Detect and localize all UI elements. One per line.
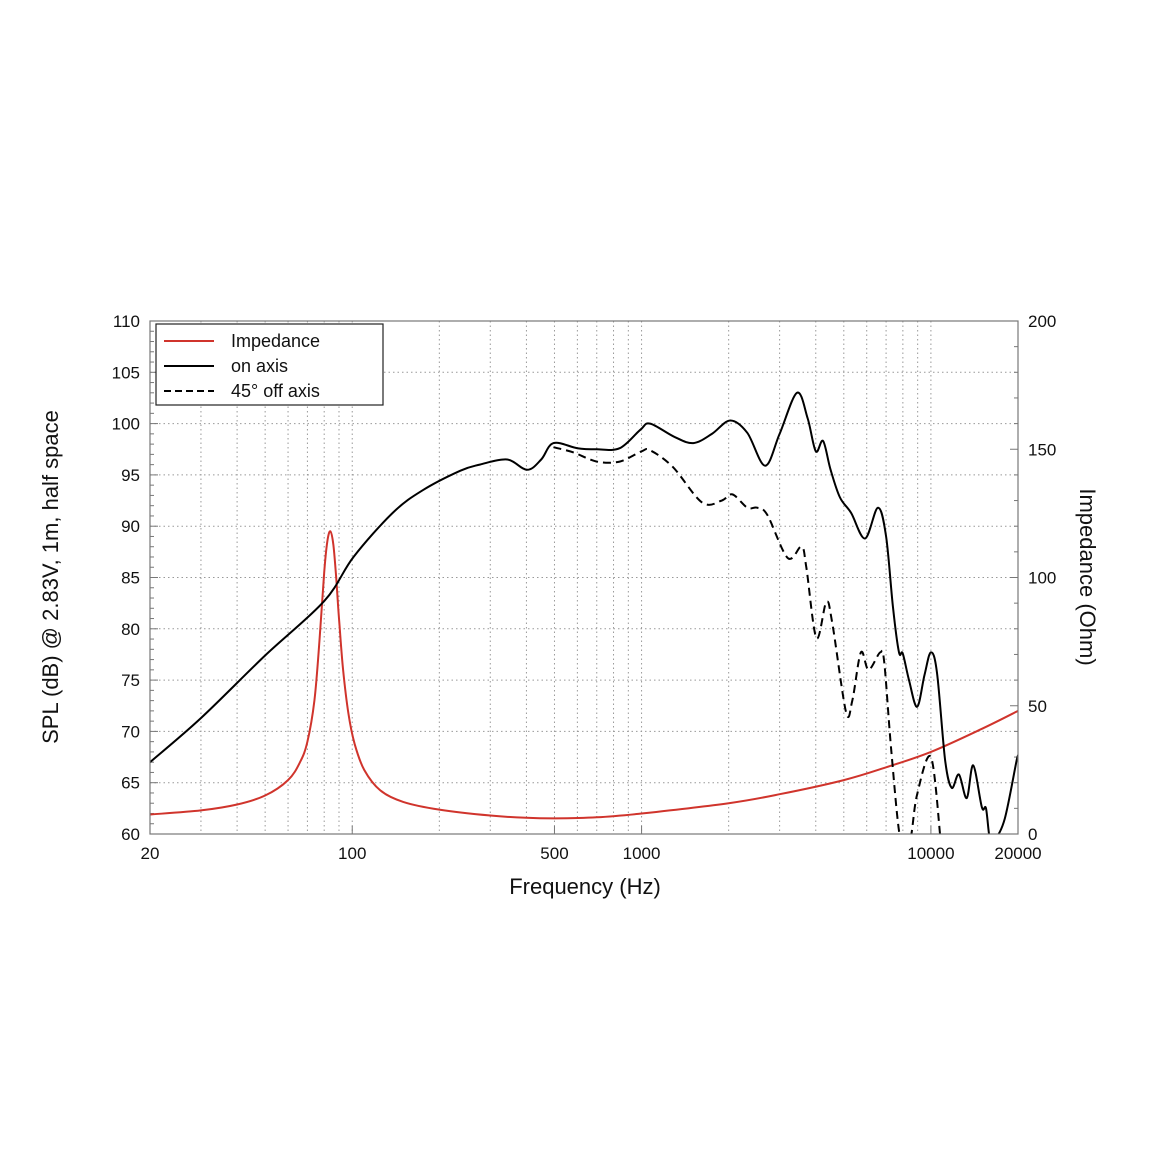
x-tick-label: 20 — [141, 844, 160, 863]
x-tick-label: 10000 — [907, 844, 954, 863]
tick-labels: 20 100 500 1000 10000 20000110105100959085807… — [112, 312, 1057, 863]
series-impedance-line — [150, 530, 1018, 820]
y-tick-label: 80 — [121, 620, 140, 639]
y-right-tick-label: 200 — [1028, 312, 1056, 331]
y-tick-label: 105 — [112, 363, 140, 382]
x-tick-label: 20000 — [994, 844, 1041, 863]
y-tick-label: 110 — [113, 312, 140, 331]
x-tick-label: 1000 — [623, 844, 661, 863]
series-45-off-axis-line — [553, 446, 942, 834]
x-tick-label: 500 — [540, 844, 568, 863]
legend-label-impedance: Impedance — [231, 331, 320, 351]
x-tick-label: 100 — [338, 844, 366, 863]
series-on-axis-line — [150, 391, 1018, 834]
legend: Impedance on axis 45° off axis — [155, 323, 384, 406]
plot-frame — [149, 320, 1019, 835]
y-tick-label: 75 — [121, 671, 140, 690]
y-tick-label: 65 — [121, 774, 140, 793]
y-right-tick-label: 100 — [1028, 569, 1056, 588]
y-tick-label: 70 — [121, 722, 140, 741]
y-right-axis-title: Impedance (Ohm) — [1075, 488, 1100, 665]
legend-label-off-axis: 45° off axis — [231, 381, 320, 401]
y-axis-title: SPL (dB) @ 2.83V, 1m, half space — [38, 410, 63, 744]
y-tick-label: 85 — [121, 569, 140, 588]
y-tick-label: 95 — [121, 466, 140, 485]
y-tick-label: 60 — [121, 825, 140, 844]
legend-box — [155, 323, 384, 406]
x-axis-title: Frequency (Hz) — [509, 874, 661, 899]
series-curves — [150, 391, 1018, 834]
y-right-tick-label: 0 — [1028, 825, 1037, 844]
legend-label-on-axis: on axis — [231, 356, 288, 376]
y-right-tick-label: 150 — [1028, 440, 1056, 459]
y-right-tick-label: 50 — [1028, 697, 1047, 716]
y-tick-label: 100 — [112, 415, 140, 434]
y-tick-label: 90 — [121, 517, 140, 536]
axis-ticks — [149, 320, 1019, 835]
